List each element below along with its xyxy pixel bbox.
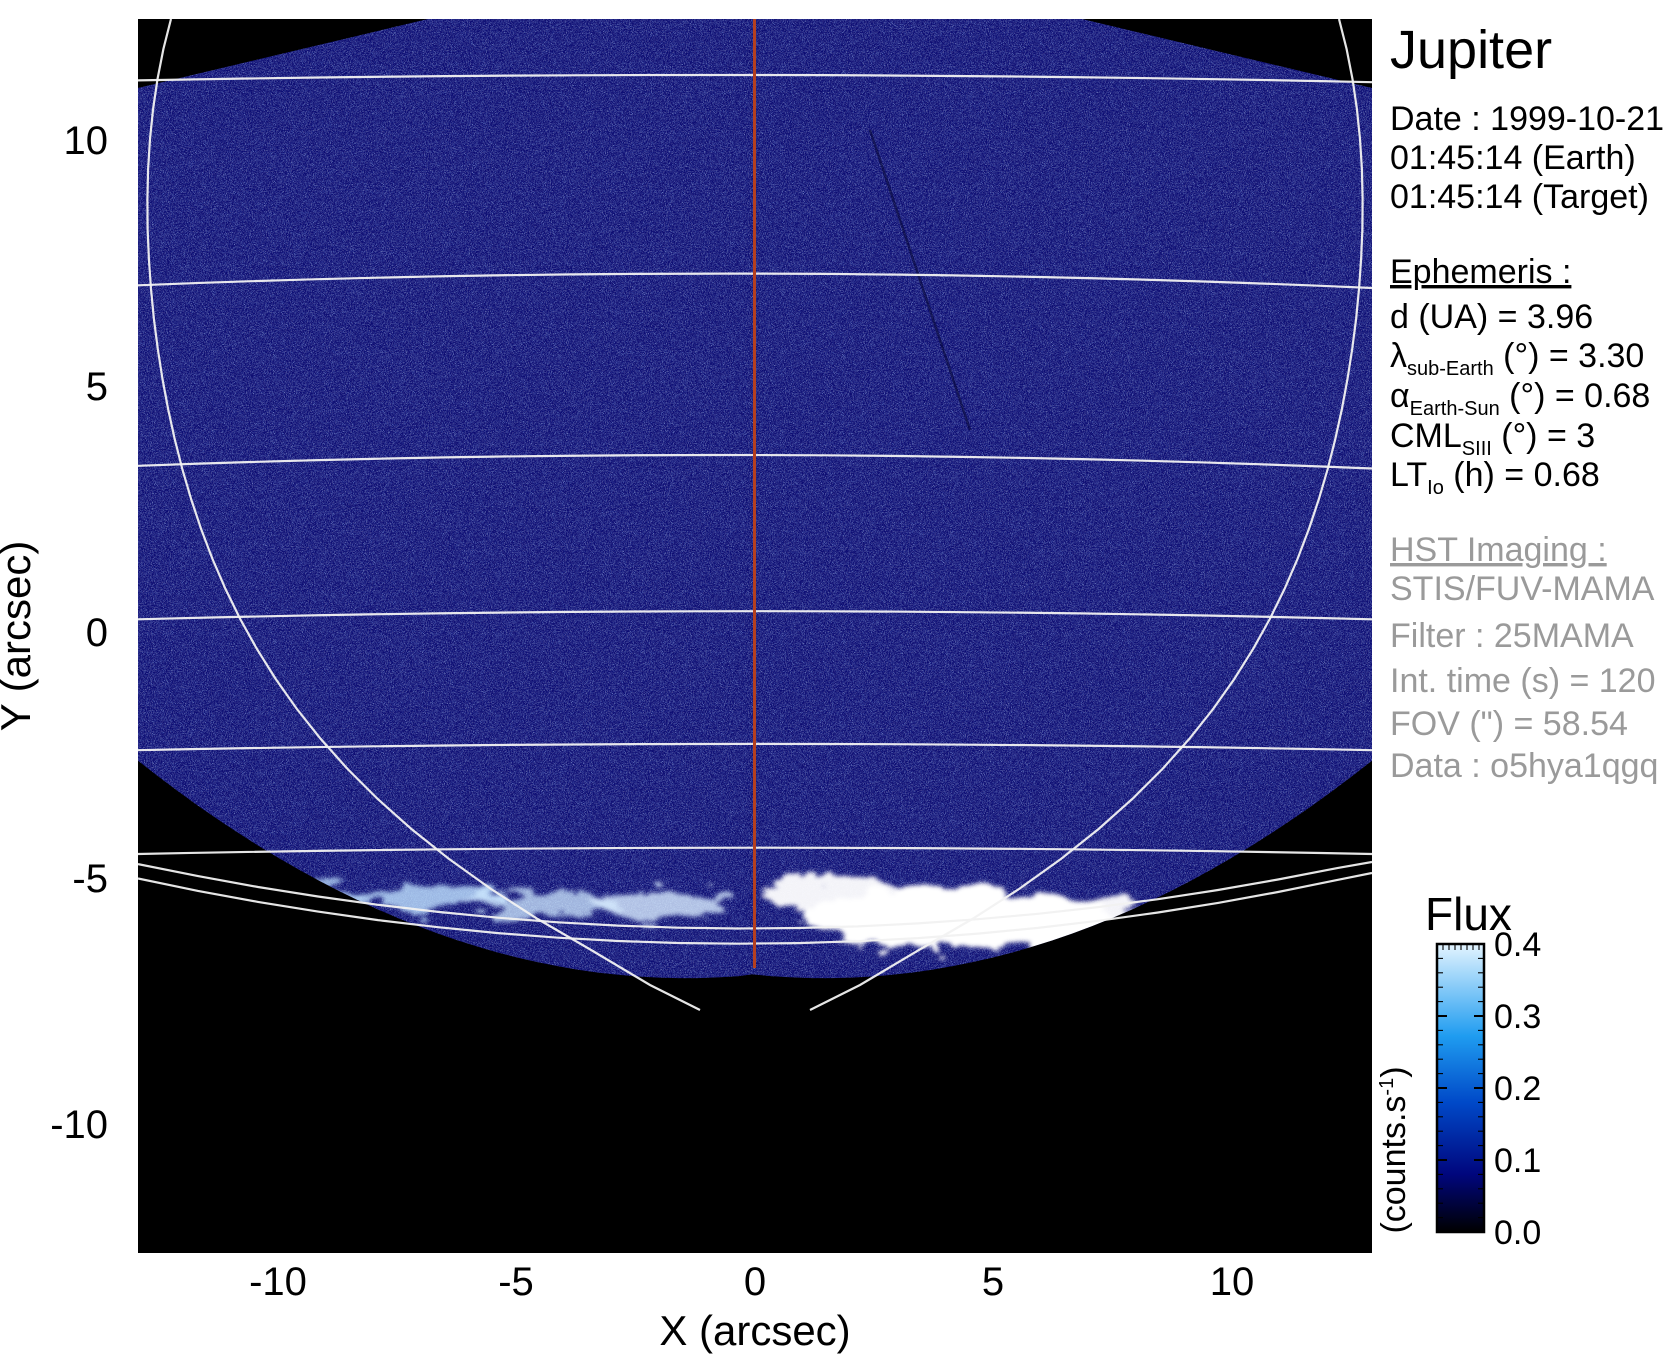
svg-text:5: 5: [86, 365, 108, 409]
svg-text:CMLSIII (°) = 3: CMLSIII (°) = 3: [1390, 417, 1595, 460]
svg-text:Filter : 25MAMA: Filter : 25MAMA: [1390, 617, 1634, 655]
svg-text:0.2: 0.2: [1494, 1070, 1541, 1108]
svg-text:0: 0: [86, 611, 108, 655]
svg-text:-5: -5: [498, 1260, 534, 1304]
svg-text:0: 0: [744, 1260, 766, 1304]
svg-text:FOV (") = 58.54: FOV (") = 58.54: [1390, 705, 1628, 743]
svg-text:Y (arcsec): Y (arcsec): [0, 541, 39, 732]
svg-text:HST Imaging :: HST Imaging :: [1390, 531, 1607, 569]
svg-text:-10: -10: [249, 1260, 307, 1304]
svg-text:Int. time (s) = 120: Int. time (s) = 120: [1390, 662, 1656, 700]
svg-text:Jupiter: Jupiter: [1390, 20, 1552, 80]
svg-text:-5: -5: [72, 857, 108, 901]
svg-text:-10: -10: [50, 1103, 108, 1147]
svg-text:01:45:14 (Target): 01:45:14 (Target): [1390, 178, 1649, 216]
svg-text:5: 5: [982, 1260, 1004, 1304]
svg-text:0.1: 0.1: [1494, 1142, 1541, 1180]
svg-text:STIS/FUV-MAMA: STIS/FUV-MAMA: [1390, 570, 1655, 608]
svg-text:Data : o5hya1qgq: Data : o5hya1qgq: [1390, 747, 1658, 785]
svg-text:0.4: 0.4: [1494, 926, 1541, 964]
svg-text:X (arcsec): X (arcsec): [659, 1307, 850, 1354]
svg-text:Date : 1999-10-21: Date : 1999-10-21: [1390, 100, 1664, 138]
svg-text:10: 10: [64, 119, 109, 163]
svg-text:0.3: 0.3: [1494, 998, 1541, 1036]
svg-text:10: 10: [1210, 1260, 1255, 1304]
svg-text:d (UA) = 3.96: d (UA) = 3.96: [1390, 298, 1593, 336]
svg-text:LTIo (h) = 0.68: LTIo (h) = 0.68: [1390, 456, 1600, 499]
svg-text:01:45:14 (Earth): 01:45:14 (Earth): [1390, 139, 1636, 177]
svg-text:0.0: 0.0: [1494, 1214, 1541, 1252]
svg-text:Ephemeris :: Ephemeris :: [1390, 253, 1571, 291]
